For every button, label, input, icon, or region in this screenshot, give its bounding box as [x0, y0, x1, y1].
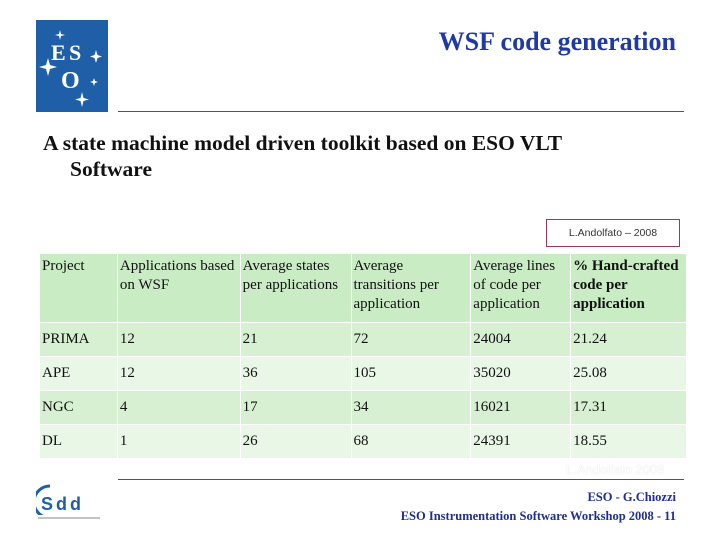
header-applications: Applications based on WSF: [116, 253, 241, 323]
cell-transitions: 68: [350, 424, 472, 459]
header-project: Project: [39, 253, 118, 323]
cell-lines: 35020: [470, 356, 572, 391]
author-box: L.Andolfato – 2008: [546, 219, 680, 247]
wsf-statistics-table: Project Applications based on WSF Averag…: [39, 253, 687, 459]
eso-logo: E S O: [36, 20, 108, 112]
header-average-lines: Average lines of code per application: [470, 253, 572, 323]
header-hand-crafted: % Hand-crafted code per application: [570, 253, 687, 323]
header-average-transitions: Average transitions per application: [350, 253, 472, 323]
cell-hand-crafted: 21.24: [570, 322, 687, 357]
cell-project: DL: [39, 424, 118, 459]
svg-text:S: S: [69, 40, 81, 65]
cell-lines: 16021: [470, 390, 572, 425]
svg-text:S: S: [41, 494, 53, 514]
header-average-states: Average states per applications: [239, 253, 352, 323]
title-divider: [118, 111, 684, 112]
slide-subtitle: A state machine model driven toolkit bas…: [43, 131, 663, 183]
footer: ESO - G.Chiozzi ESO Instrumentation Soft…: [401, 488, 676, 526]
sdd-logo: S d d: [32, 482, 102, 524]
cell-applications: 4: [116, 390, 241, 425]
cell-hand-crafted: 25.08: [570, 356, 687, 391]
footer-divider: [118, 479, 684, 480]
svg-text:d: d: [70, 494, 81, 514]
cell-transitions: 105: [350, 356, 472, 391]
table-row: DL 1 26 68 24391 18.55: [39, 424, 687, 459]
cell-lines: 24004: [470, 322, 572, 357]
author-watermark: L.Andolfato 2008: [566, 462, 665, 477]
footer-event: ESO Instrumentation Software Workshop 20…: [400, 508, 676, 523]
table-row: PRIMA 12 21 72 24004 21.24: [39, 322, 687, 357]
table-header-row: Project Applications based on WSF Averag…: [39, 253, 687, 323]
cell-project: PRIMA: [39, 322, 118, 357]
cell-applications: 12: [116, 322, 241, 357]
subtitle-line-2: Software: [70, 156, 153, 181]
cell-applications: 12: [116, 356, 241, 391]
subtitle-line-1: A state machine model driven toolkit bas…: [43, 131, 563, 155]
cell-states: 26: [239, 424, 352, 459]
cell-transitions: 34: [350, 390, 472, 425]
cell-applications: 1: [116, 424, 241, 459]
cell-hand-crafted: 18.55: [570, 424, 687, 459]
cell-states: 36: [239, 356, 352, 391]
cell-project: APE: [39, 356, 118, 391]
svg-text:E: E: [51, 40, 66, 65]
cell-transitions: 72: [350, 322, 472, 357]
slide-title: WSF code generation: [438, 27, 676, 56]
footer-presenter: ESO - G.Chiozzi: [587, 490, 676, 504]
cell-states: 17: [239, 390, 352, 425]
cell-hand-crafted: 17.31: [570, 390, 687, 425]
cell-project: NGC: [39, 390, 118, 425]
table-row: NGC 4 17 34 16021 17.31: [39, 390, 687, 425]
cell-states: 21: [239, 322, 352, 357]
svg-text:d: d: [56, 494, 67, 514]
cell-lines: 24391: [470, 424, 572, 459]
svg-text:O: O: [61, 68, 80, 94]
table-row: APE 12 36 105 35020 25.08: [39, 356, 687, 391]
